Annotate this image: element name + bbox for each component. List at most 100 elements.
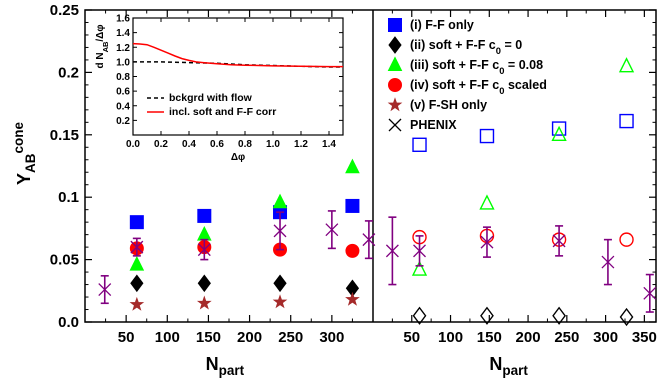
point-iii-right	[551, 125, 567, 142]
cross-stroke	[273, 224, 287, 238]
cross-stroke	[552, 234, 566, 248]
x-tick-label: 100	[155, 329, 180, 346]
x-axis-title-left: Npart	[206, 354, 245, 378]
cross-stroke	[385, 244, 399, 258]
inset-x-tick-label: 0.4	[182, 139, 196, 150]
x-tick-label: 100	[438, 329, 463, 346]
point-iii	[345, 158, 360, 174]
point-i-right	[619, 113, 634, 129]
x-tick-label: 300	[319, 329, 344, 346]
inset-y-tick-label: 1.4	[116, 28, 130, 39]
inset-x-tick-label: 0.2	[154, 139, 168, 150]
inset-y-axis-title: d NAB/Δφ	[95, 24, 110, 68]
legend-marker	[387, 97, 403, 112]
point-iii	[129, 255, 145, 271]
point-v	[129, 296, 145, 311]
x-tick-label: 250	[554, 329, 579, 346]
inset-y-tick-label: 1.6	[116, 14, 130, 25]
inset-y-tick-label: 1.0	[116, 57, 130, 68]
point-phenix-right	[643, 286, 657, 300]
cross-stroke	[643, 286, 657, 300]
x-tick-label: 350	[632, 329, 657, 346]
legend-label: PHENIX	[410, 118, 457, 132]
inset-x-tick-label: 0.8	[238, 139, 252, 150]
legend-label: (ii) soft + F-F c0 = 0	[410, 38, 522, 56]
inset-x-axis-title: Δφ	[231, 152, 245, 163]
point-v	[272, 294, 288, 309]
point-phenix-left	[362, 233, 376, 247]
point-phenix-left	[325, 223, 339, 237]
point-i	[197, 208, 212, 223]
x-tick-label: 300	[593, 329, 618, 346]
point-i	[129, 215, 144, 230]
inset-x-tick-label: 1.0	[266, 139, 280, 150]
cross-stroke	[480, 235, 494, 249]
inset-y-tick-label: 0.2	[116, 116, 130, 127]
point-ii-right	[480, 306, 494, 325]
inset-x-tick-label: 1.4	[322, 139, 336, 150]
legend-label: (iv) soft + F-F c0 scaled	[410, 78, 547, 96]
point-phenix-left	[130, 240, 144, 254]
point-iii	[272, 193, 288, 209]
point-phenix-right	[480, 235, 494, 249]
y-tick-label: 0.1	[58, 189, 79, 206]
x-tick-label: 150	[196, 329, 221, 346]
inset-frame	[132, 17, 344, 136]
y-tick-label: 0.05	[50, 252, 79, 269]
point-i-right	[412, 137, 427, 152]
legend-marker	[388, 18, 402, 32]
point-ii-right	[412, 306, 427, 325]
cross-stroke	[388, 118, 402, 132]
point-ii-right	[619, 307, 634, 327]
point-iii	[197, 226, 212, 241]
y-tick-label: 0.15	[50, 127, 79, 144]
inset-plot: 0.2 0.4 0.6 0.8 1.0 1.2 1.4 1.6 0.0 0.2 0.4 0.6 0.8 1…	[95, 14, 344, 163]
point-ii	[130, 274, 144, 293]
point-iii-right	[479, 194, 495, 210]
x-tick-label: 150	[477, 329, 502, 346]
cross-stroke	[197, 243, 211, 257]
x-tick-label: 250	[278, 329, 303, 346]
x-tick-label: 200	[237, 329, 262, 346]
inset-legend-label: bckgrd with flow	[169, 92, 253, 104]
legend-marker	[388, 118, 402, 132]
cross-stroke	[362, 233, 376, 247]
point-phenix-right	[601, 255, 615, 269]
point-v	[345, 291, 360, 306]
x-tick-label: 200	[516, 329, 541, 346]
legend-marker	[388, 36, 402, 54]
point-i-right	[551, 121, 567, 136]
point-iv	[345, 243, 360, 258]
inset-y-tick-label: 1.2	[116, 43, 130, 54]
inset-legend-label: incl. soft and F-F corr	[169, 106, 276, 118]
legend-marker	[387, 56, 403, 71]
y-tick-label: 0.2	[58, 64, 79, 81]
point-phenix-right	[385, 244, 399, 258]
point-ii-right	[552, 306, 566, 325]
point-ii	[273, 274, 287, 293]
legend-label: (iii) soft + F-F c0 = 0.08	[410, 58, 543, 76]
inset-x-tick-label: 0.6	[210, 139, 224, 150]
y-tick-label: 0.0	[58, 314, 79, 331]
x-axis-title-right: Npart	[489, 354, 528, 378]
point-phenix-right	[552, 234, 566, 248]
cross-stroke	[601, 255, 615, 269]
legend-label: (v) F-SH only	[410, 98, 487, 112]
inset-x-tick-label: 0.0	[126, 139, 140, 150]
y-axis-title: YABcone	[11, 122, 38, 186]
cross-stroke	[413, 244, 426, 258]
point-iii-right	[411, 260, 428, 276]
inset-y-tick-label: 0.8	[116, 72, 130, 83]
point-iv-right	[619, 232, 634, 247]
inset-line	[132, 42, 343, 68]
x-tick-label: 50	[118, 329, 135, 346]
plot-frame	[84, 9, 657, 323]
cross-stroke	[325, 223, 339, 237]
inset-x-tick-label: 1.2	[294, 139, 308, 150]
legend-marker	[388, 78, 402, 92]
legend-label: (i) F-F only	[410, 18, 474, 32]
point-ii	[197, 274, 211, 293]
x-tick-label: 50	[403, 329, 420, 346]
point-phenix-left	[273, 224, 287, 238]
